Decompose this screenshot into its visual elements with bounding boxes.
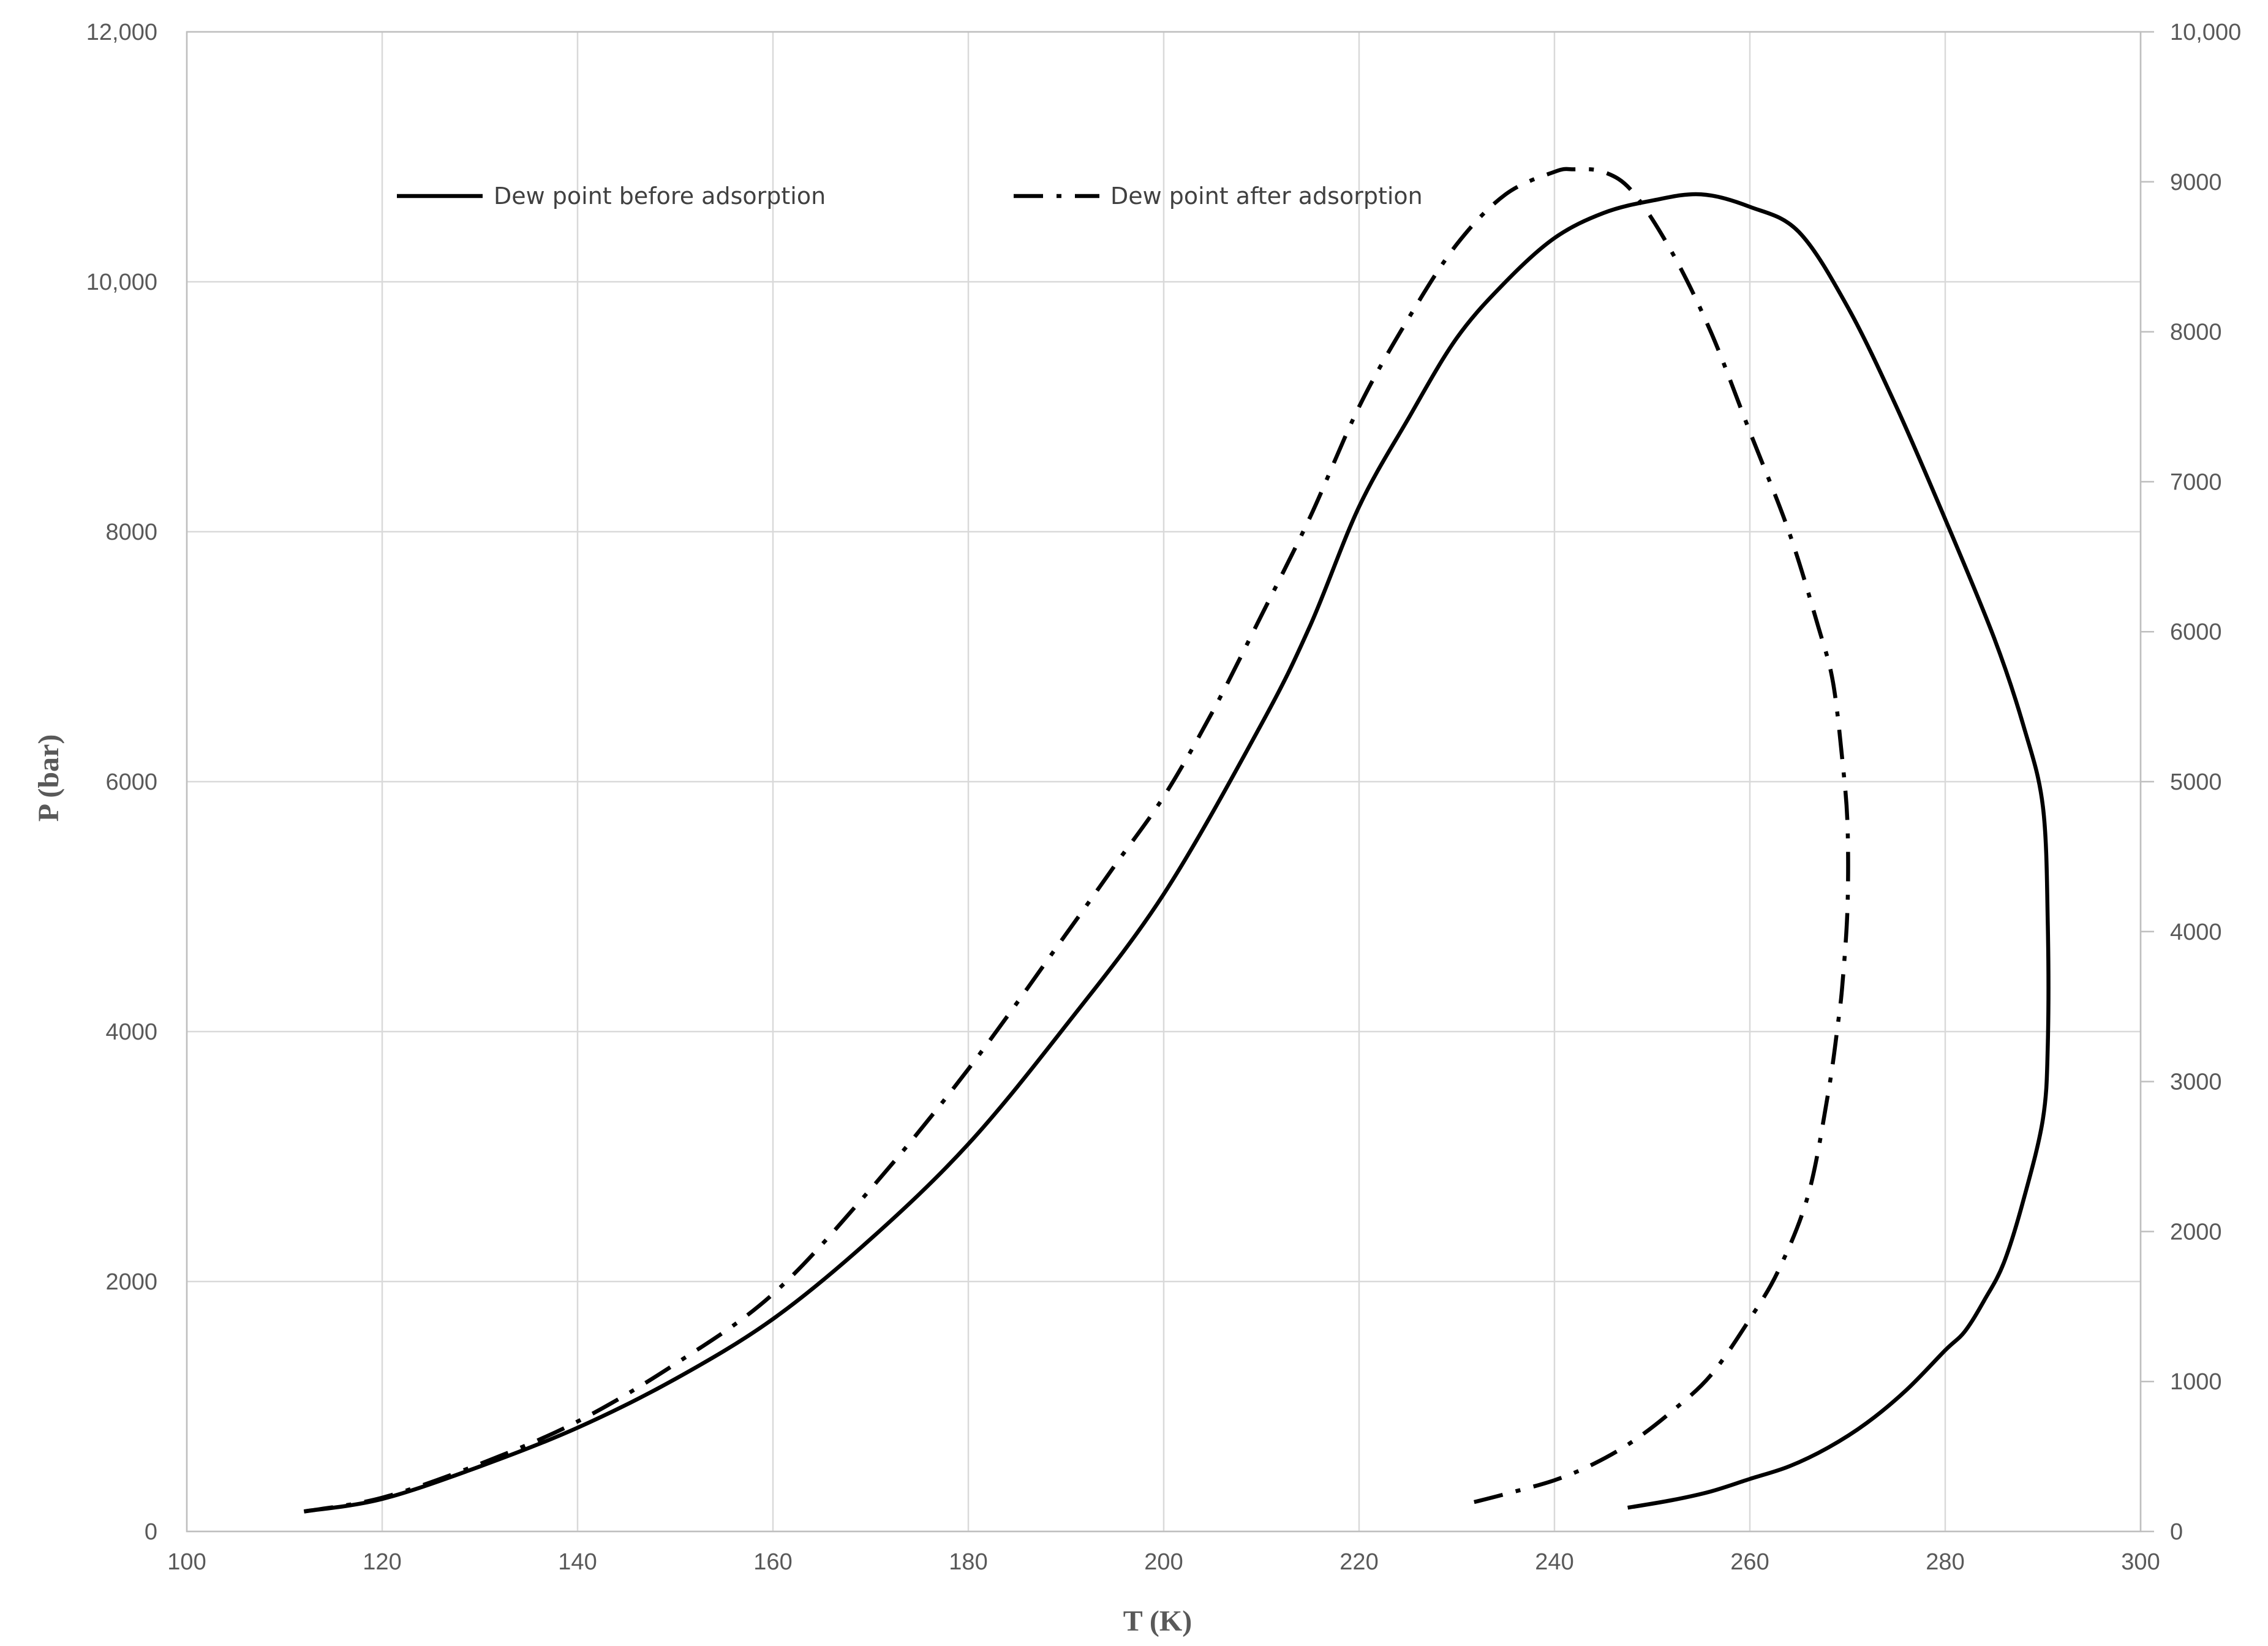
axes: 100 120 140 160 180 200 220 240 260 280 3000200040… bbox=[86, 20, 2241, 1575]
legend-label: Dew point before adsorption bbox=[494, 183, 826, 210]
legend: Dew point before adsorption Dew point aft… bbox=[397, 183, 1423, 210]
x-tick-label: 280 bbox=[1926, 1549, 1964, 1575]
y2-tick-label: 10,000 bbox=[2170, 20, 2241, 45]
x-tick-label: 140 bbox=[558, 1549, 597, 1575]
series-layer bbox=[303, 167, 2051, 1514]
y-tick-label: 4000 bbox=[105, 1019, 157, 1045]
y-tick-label: 8000 bbox=[105, 519, 157, 545]
x-tick-label: 260 bbox=[1730, 1549, 1769, 1575]
x-tick-label: 240 bbox=[1535, 1549, 1573, 1575]
x-tick-label: 200 bbox=[1144, 1549, 1183, 1575]
y2-tick-label: 6000 bbox=[2170, 619, 2222, 645]
y-tick-label: 2000 bbox=[105, 1269, 157, 1295]
y2-tick-label: 7000 bbox=[2170, 469, 2222, 495]
y-tick-label: 6000 bbox=[105, 769, 157, 795]
y2-tick-label: 4000 bbox=[2170, 919, 2222, 945]
y2-tick-label: 1000 bbox=[2170, 1369, 2222, 1395]
y2-tick-label: 3000 bbox=[2170, 1070, 2222, 1095]
y-axis-title: P (bar) bbox=[32, 734, 65, 822]
x-tick-label: 220 bbox=[1339, 1549, 1378, 1575]
x-axis-title: T (K) bbox=[1123, 1605, 1192, 1637]
y-tick-label: 0 bbox=[145, 1519, 157, 1545]
y2-tick-label: 5000 bbox=[2170, 769, 2222, 795]
x-tick-label: 160 bbox=[753, 1549, 792, 1575]
x-tick-label: 100 bbox=[167, 1549, 206, 1575]
y2-tick-label: 0 bbox=[2170, 1519, 2183, 1545]
x-tick-label: 300 bbox=[2121, 1549, 2160, 1575]
y2-tick-label: 2000 bbox=[2170, 1219, 2222, 1245]
x-tick-label: 120 bbox=[363, 1549, 401, 1575]
gridlines bbox=[186, 31, 2142, 1533]
y2-tick-label: 8000 bbox=[2170, 320, 2222, 345]
plot-area-frame bbox=[186, 31, 2142, 1533]
y-tick-label: 12,000 bbox=[86, 20, 157, 45]
x-tick-label: 180 bbox=[949, 1549, 987, 1575]
y-tick-label: 10,000 bbox=[86, 270, 157, 295]
legend-label: Dew point after adsorption bbox=[1110, 183, 1423, 210]
series-line-after-adsorption bbox=[303, 167, 1850, 1514]
series-line-before-adsorption bbox=[303, 192, 2051, 1514]
y2-tick-label: 9000 bbox=[2170, 170, 2222, 195]
